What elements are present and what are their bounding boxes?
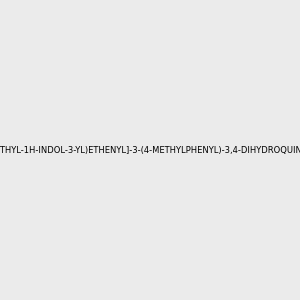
Text: 2-[(1E)-2-(1-METHYL-1H-INDOL-3-YL)ETHENYL]-3-(4-METHYLPHENYL)-3,4-DIHYDROQUINAZO: 2-[(1E)-2-(1-METHYL-1H-INDOL-3-YL)ETHENY… <box>0 146 300 154</box>
